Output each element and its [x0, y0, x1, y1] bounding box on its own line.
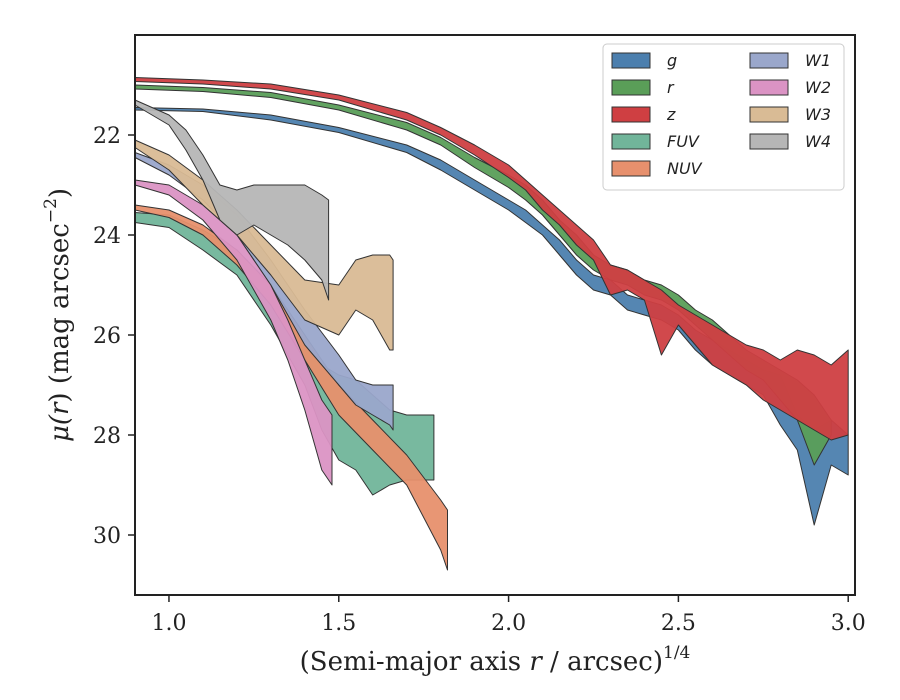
legend-label-z: z [666, 105, 676, 124]
data-bands [134, 77, 849, 571]
y-tick-label: 22 [93, 124, 121, 149]
y-tick-label: 30 [93, 524, 121, 549]
y-axis-ticks: 22 24 26 28 30 [93, 124, 135, 549]
x-tick-label: 1.5 [321, 611, 356, 636]
legend-swatch-nuv [611, 160, 651, 177]
band-g [134, 107, 849, 526]
legend-label-w4: W4 [805, 132, 831, 151]
band-nuv [134, 204, 448, 571]
legend-swatch-g [611, 52, 651, 69]
band-w3 [134, 139, 394, 351]
legend-label-g: g [667, 51, 677, 70]
legend-label-w3: W3 [805, 105, 831, 124]
legend-label-nuv: NUV [667, 159, 703, 178]
y-axis-label: μ(r) (mag arcsec−2) [41, 188, 75, 442]
x-tick-label: 3.0 [831, 611, 866, 636]
legend-swatch-fuv [611, 133, 651, 150]
y-tick-label: 26 [93, 324, 121, 349]
x-axis-label: (Semi-major axis r / arcsec)1/4 [300, 643, 691, 677]
x-tick-label: 1.0 [151, 611, 186, 636]
legend-swatch-w2 [749, 79, 789, 96]
x-tick-label: 2.5 [661, 611, 696, 636]
legend-swatch-w3 [749, 106, 789, 123]
legend: grz FUV NUV W1 W2 W3 W4 [602, 43, 845, 191]
legend-label-fuv: FUV [667, 132, 700, 151]
legend-swatch-w1 [749, 52, 789, 69]
legend-label-w1: W1 [805, 51, 831, 70]
legend-swatch-r [611, 79, 651, 96]
band-w4 [134, 99, 330, 301]
legend-label-r: r [667, 78, 675, 97]
x-tick-label: 2.0 [491, 611, 526, 636]
legend-swatch-z [611, 106, 651, 123]
y-tick-label: 24 [93, 224, 121, 249]
y-tick-label: 28 [93, 424, 121, 449]
x-axis-ticks: 1.0 1.5 2.0 2.5 3.0 [151, 595, 866, 636]
plot-frame [134, 34, 856, 596]
legend-swatch-w4 [749, 133, 789, 150]
legend-label-w2: W2 [805, 78, 831, 97]
band-z [134, 77, 849, 441]
